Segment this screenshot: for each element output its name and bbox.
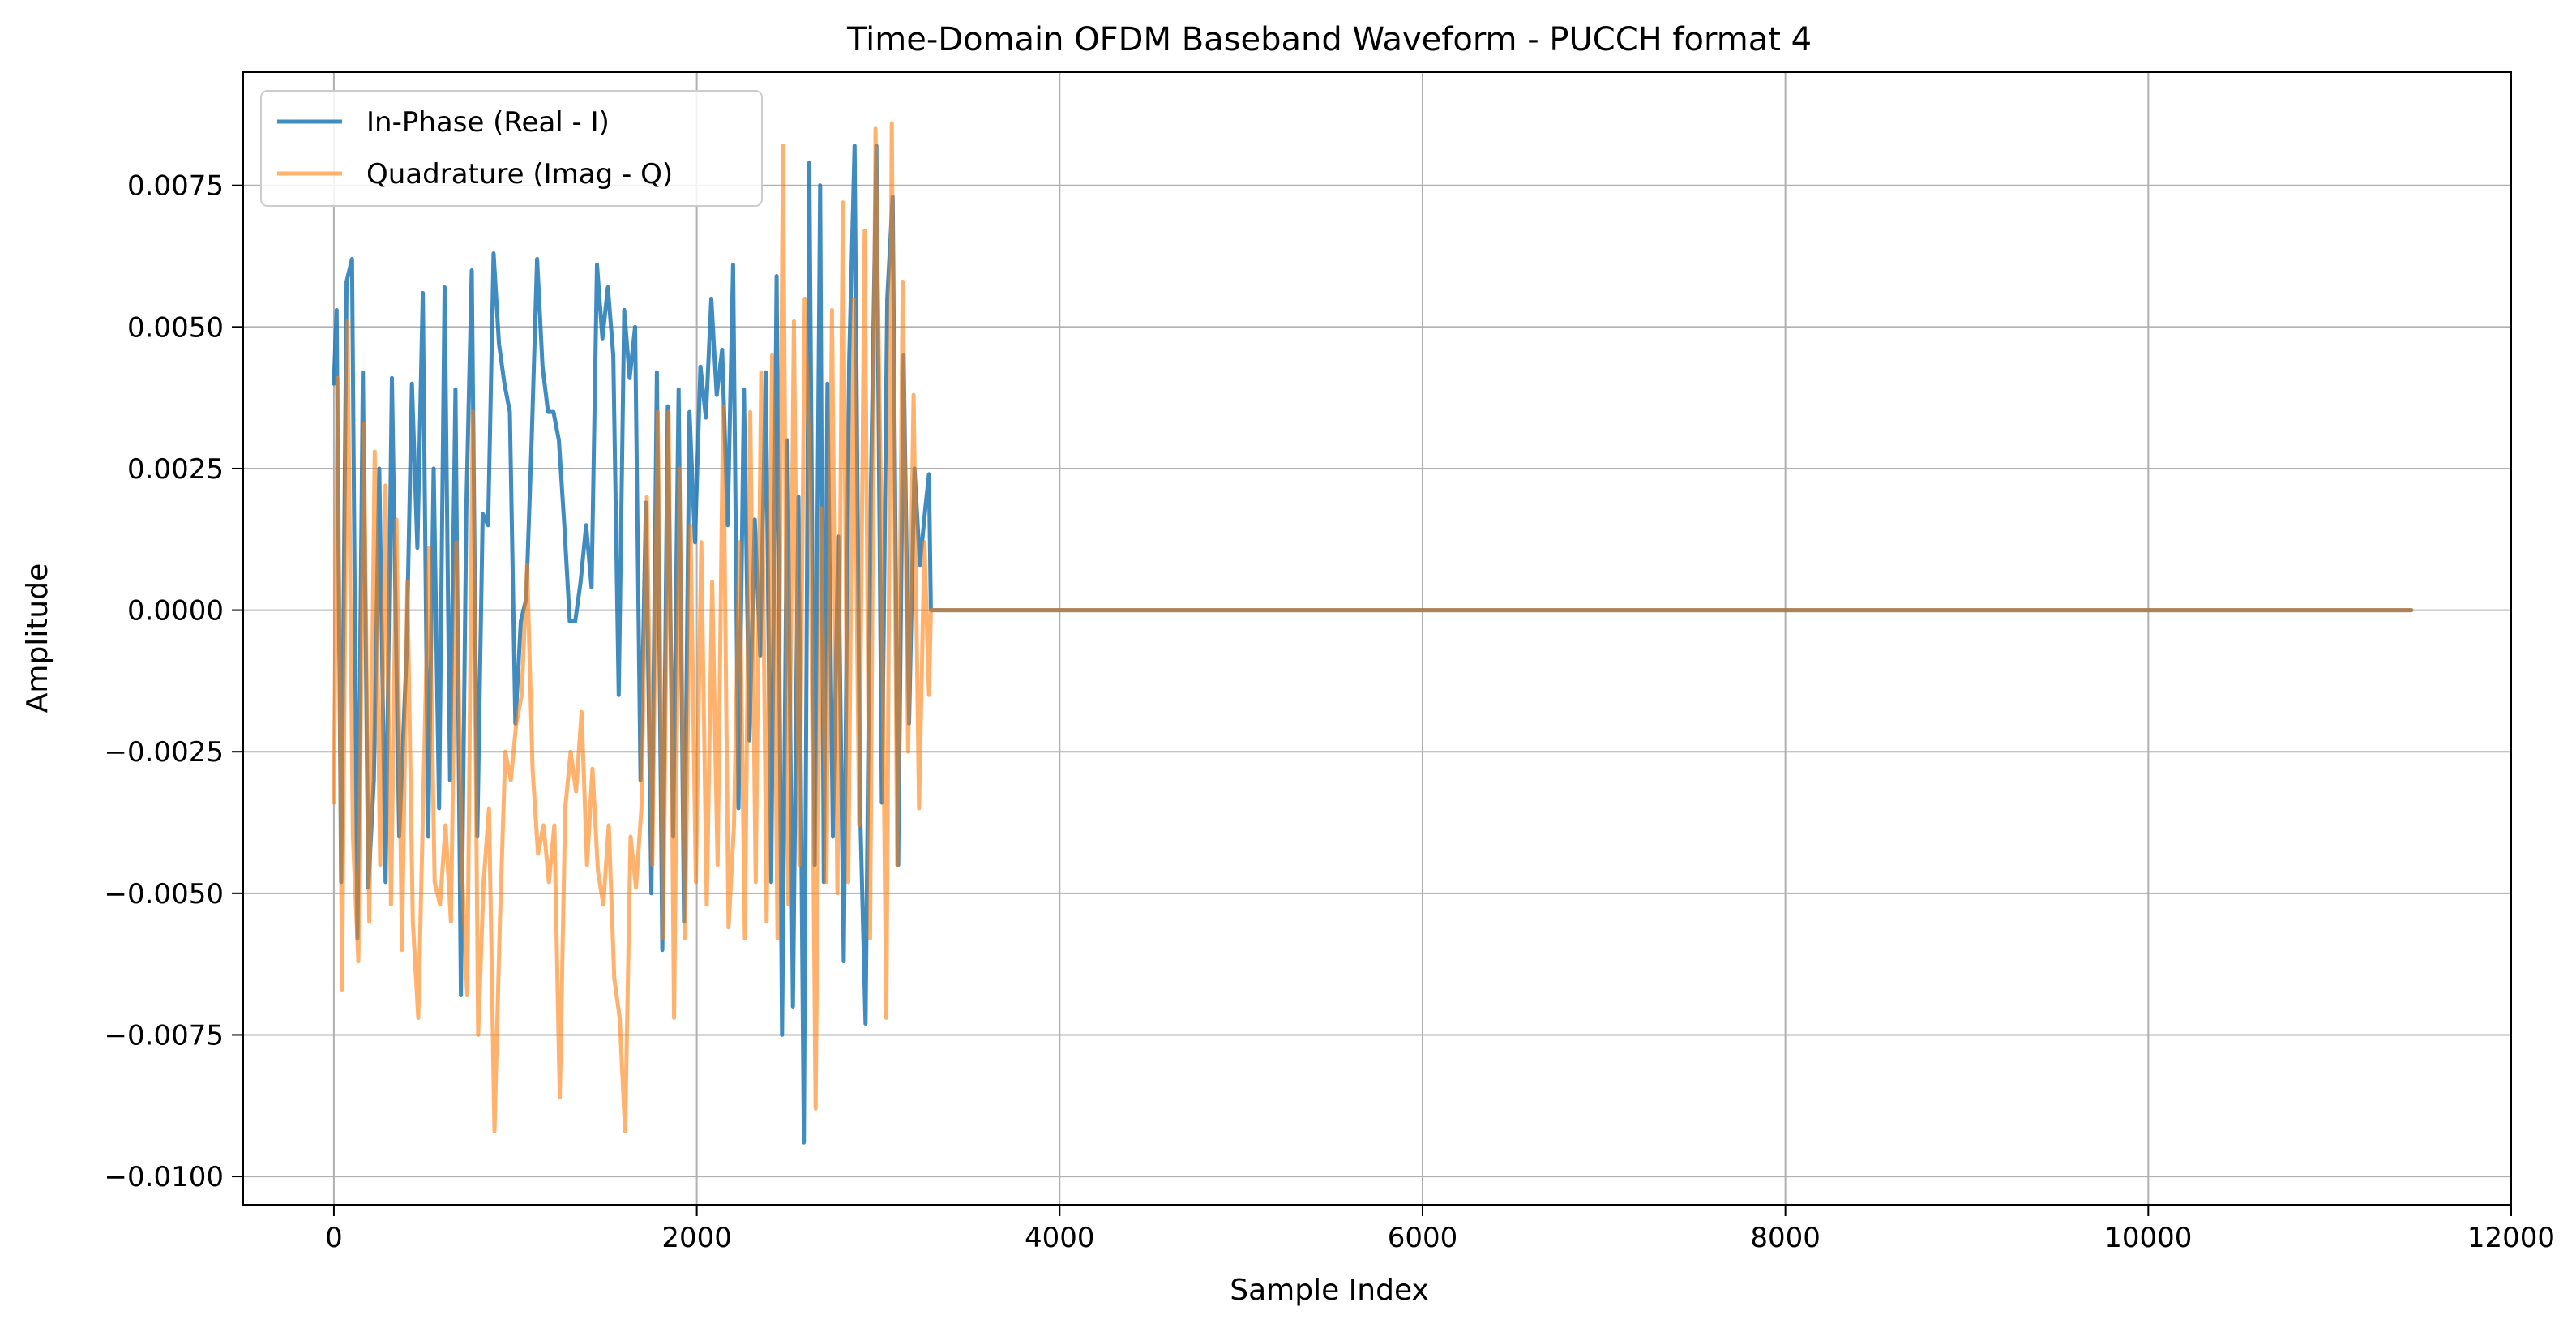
- legend-label: Quadrature (Imag - Q): [366, 158, 673, 191]
- chart-title: Time-Domain OFDM Baseband Waveform - PUC…: [846, 21, 1812, 58]
- plot-frame: [242, 71, 2512, 1206]
- y-tick-label: 0.0000: [127, 595, 224, 628]
- grid-lines: [243, 72, 2512, 1205]
- y-tick-label: −0.0050: [105, 878, 224, 910]
- y-tick-label: 0.0075: [127, 170, 224, 203]
- y-tick-label: −0.0100: [105, 1161, 224, 1193]
- x-tick-label: 6000: [1388, 1222, 1458, 1254]
- legend: In-Phase (Real - I) Quadrature (Imag - Q): [260, 90, 763, 207]
- legend-box: [260, 90, 763, 207]
- x-tick-label: 8000: [1750, 1222, 1821, 1254]
- x-axis-ticks: 0 2000 4000 6000 8000 10000 12000: [325, 1205, 2555, 1254]
- y-tick-label: 0.0050: [127, 311, 224, 344]
- y-tick-label: −0.0025: [105, 736, 224, 769]
- x-tick-label: 2000: [661, 1222, 732, 1254]
- x-tick-label: 0: [325, 1222, 343, 1254]
- plot-series: [332, 121, 2414, 1145]
- legend-label: In-Phase (Real - I): [366, 106, 610, 139]
- x-tick-label: 12000: [2467, 1222, 2555, 1254]
- x-tick-label: 4000: [1025, 1222, 1095, 1254]
- y-axis-label: Amplitude: [21, 563, 54, 713]
- x-axis-label: Sample Index: [1230, 1274, 1429, 1307]
- y-tick-label: 0.0025: [127, 453, 224, 486]
- y-axis-ticks: −0.0100 −0.0075 −0.0050 −0.0025 0.0000 0.0025…: [105, 170, 243, 1193]
- series-line-quadrature: [332, 121, 2414, 1133]
- y-tick-label: −0.0075: [105, 1019, 224, 1052]
- x-tick-label: 10000: [2104, 1222, 2192, 1254]
